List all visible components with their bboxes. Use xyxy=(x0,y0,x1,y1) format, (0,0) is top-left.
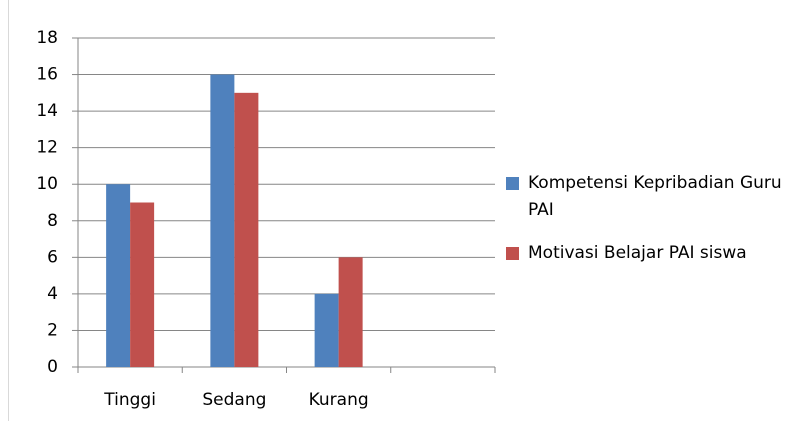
bar xyxy=(339,257,363,367)
y-tick-label: 0 xyxy=(47,357,58,377)
legend-entry: Kompetensi Kepribadian Guru PAI xyxy=(506,170,786,224)
y-tick-label: 18 xyxy=(36,28,58,48)
legend-label: Motivasi Belajar PAI siswa xyxy=(528,240,790,267)
y-tick-label: 10 xyxy=(36,174,58,194)
bar xyxy=(234,93,258,367)
page: 0 2 4 6 8 10 12 14 16 18 Tinggi Sedang Kurang Kompet… xyxy=(0,0,792,421)
bar xyxy=(130,203,154,368)
bar xyxy=(210,75,234,367)
y-tick-label: 16 xyxy=(36,65,58,85)
bar xyxy=(106,184,130,367)
y-tick-label: 8 xyxy=(47,211,58,231)
legend-label: Kompetensi Kepribadian Guru PAI xyxy=(528,170,790,224)
bar xyxy=(315,294,339,367)
legend-key xyxy=(506,247,519,260)
legend-key xyxy=(506,177,519,190)
x-tick-label: Kurang xyxy=(309,390,369,410)
x-tick-label: Sedang xyxy=(202,390,266,410)
y-tick-label: 14 xyxy=(36,101,58,121)
y-tick-label: 12 xyxy=(36,138,58,158)
legend-entry: Motivasi Belajar PAI siswa xyxy=(506,240,786,267)
y-tick-label: 2 xyxy=(47,320,58,340)
x-tick-label: Tinggi xyxy=(103,390,156,410)
y-tick-label: 6 xyxy=(47,247,58,267)
y-tick-label: 4 xyxy=(47,284,58,304)
